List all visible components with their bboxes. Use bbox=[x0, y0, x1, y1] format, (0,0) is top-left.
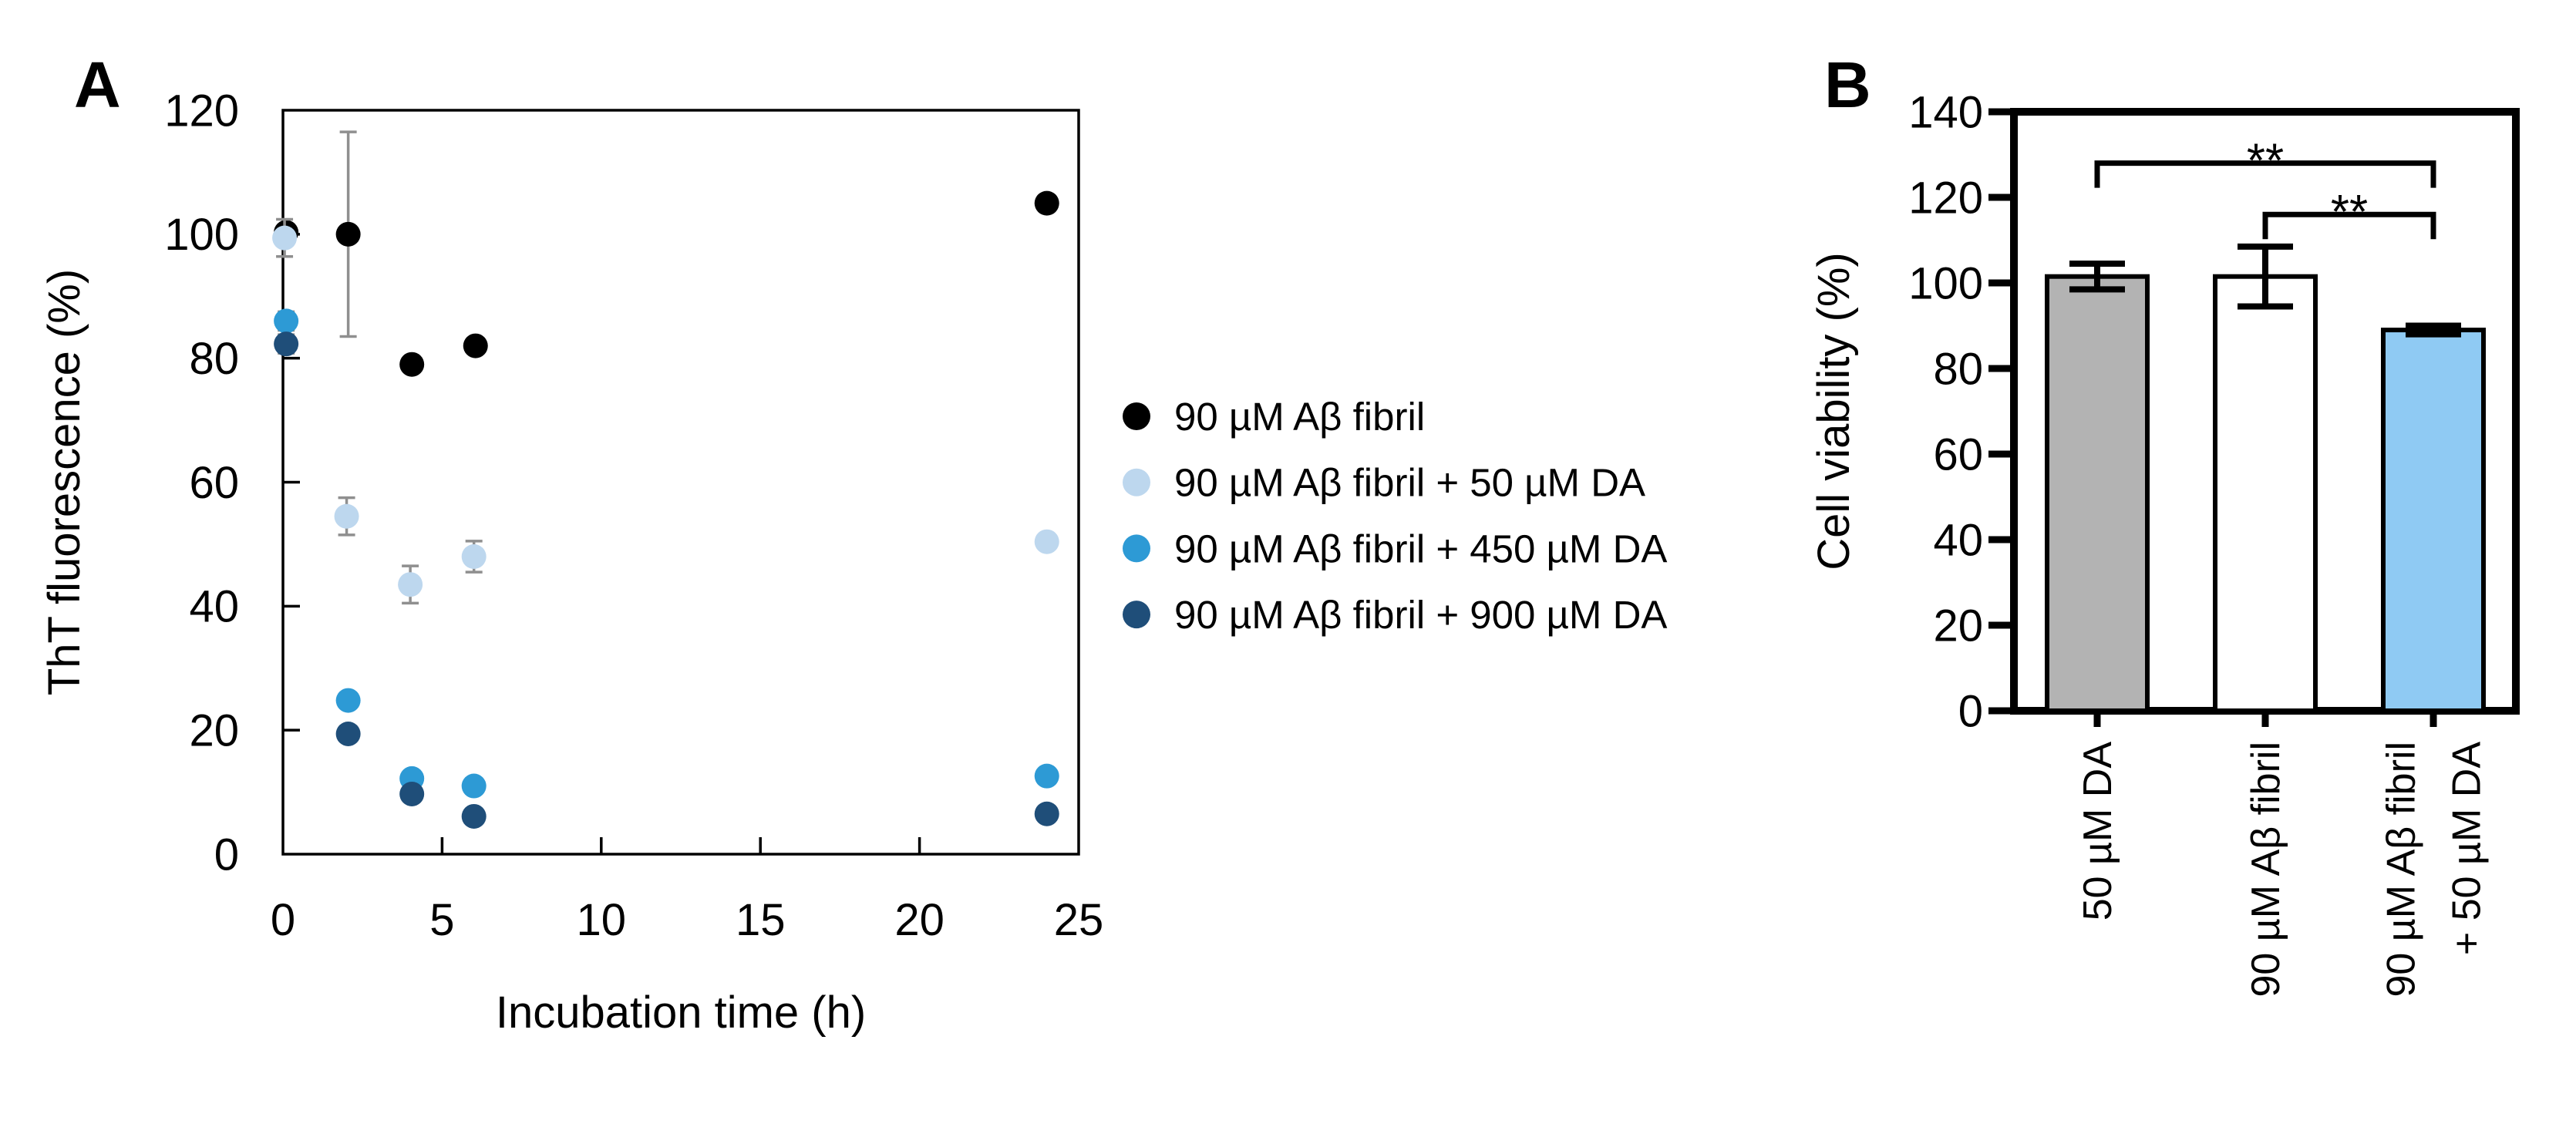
data-point-series-0 bbox=[1034, 190, 1059, 216]
bar-0 bbox=[2045, 274, 2150, 713]
data-point-series-1 bbox=[272, 225, 298, 251]
y-tick-label-b: 140 bbox=[1908, 87, 1983, 137]
x-tick-label-a: 10 bbox=[577, 895, 627, 945]
data-point-series-3 bbox=[399, 781, 425, 806]
y-axis-title-a: ThT fluorescence (%) bbox=[39, 269, 89, 695]
sig-bracket-0 bbox=[2094, 160, 2436, 188]
x-axis-title-a: Incubation time (h) bbox=[496, 988, 866, 1038]
legend-label: 90 µM Aβ fibril bbox=[1174, 395, 1425, 439]
legend-label: 90 µM Aβ fibril + 450 µM DA bbox=[1174, 527, 1667, 570]
x-tick-label-a: 5 bbox=[429, 895, 454, 945]
data-point-series-2 bbox=[1034, 763, 1059, 789]
data-point-series-3 bbox=[274, 331, 299, 357]
y-tick-label-b: 80 bbox=[1933, 344, 1983, 394]
legend-marker bbox=[1123, 402, 1150, 430]
data-point-series-0 bbox=[335, 221, 361, 247]
sig-label-0: ** bbox=[2247, 135, 2284, 188]
bar-2 bbox=[2381, 328, 2486, 713]
data-point-series-1 bbox=[461, 544, 487, 569]
data-point-series-1 bbox=[334, 503, 359, 529]
data-point-series-0 bbox=[463, 333, 488, 358]
sig-bracket-1 bbox=[2262, 211, 2436, 240]
category-label-0: 50 µM DA bbox=[2076, 742, 2120, 921]
y-tick-label-a: 80 bbox=[189, 334, 239, 384]
legend-marker bbox=[1123, 534, 1150, 563]
data-point-series-2 bbox=[461, 773, 487, 799]
data-point-series-3 bbox=[1034, 801, 1059, 826]
plot-a-frame bbox=[281, 109, 1080, 856]
panel-a-letter: A bbox=[74, 49, 121, 121]
y-tick-label-b: 20 bbox=[1933, 601, 1983, 651]
y-tick-label-a: 120 bbox=[164, 86, 239, 136]
panel-b-letter: B bbox=[1824, 49, 1871, 121]
x-tick-label-a: 15 bbox=[736, 895, 786, 945]
legend-marker bbox=[1123, 601, 1150, 629]
y-tick-label-a: 40 bbox=[189, 582, 239, 632]
data-point-series-0 bbox=[399, 352, 425, 377]
legend-label: 90 µM Aβ fibril + 900 µM DA bbox=[1174, 593, 1667, 637]
y-tick-label-a: 100 bbox=[164, 210, 239, 260]
y-tick-label-a: 0 bbox=[214, 829, 239, 880]
y-tick-label-a: 20 bbox=[189, 705, 239, 755]
data-point-series-2 bbox=[274, 308, 299, 334]
data-point-series-1 bbox=[1034, 529, 1059, 554]
x-tick-label-a: 0 bbox=[271, 895, 295, 945]
y-tick-label-b: 60 bbox=[1933, 429, 1983, 480]
y-axis-title-b: Cell viability (%) bbox=[1809, 252, 1859, 570]
data-point-series-3 bbox=[335, 721, 361, 746]
legend-marker bbox=[1123, 468, 1150, 496]
data-point-series-3 bbox=[461, 803, 487, 829]
x-tick-label-a: 20 bbox=[894, 895, 945, 945]
x-tick-label-a: 25 bbox=[1054, 895, 1104, 945]
legend-label: 90 µM Aβ fibril + 50 µM DA bbox=[1174, 461, 1645, 505]
bar-1 bbox=[2213, 274, 2318, 713]
sig-label-1: ** bbox=[2331, 186, 2368, 239]
data-point-series-1 bbox=[398, 572, 423, 597]
data-point-series-2 bbox=[335, 688, 361, 713]
category-label-2: + 50 µM DA bbox=[2445, 742, 2490, 955]
y-tick-label-a: 60 bbox=[189, 458, 239, 508]
category-label-2: 90 µM Aβ fibril bbox=[2379, 742, 2424, 998]
category-label-1: 90 µM Aβ fibril bbox=[2244, 742, 2288, 998]
y-tick-label-b: 120 bbox=[1908, 173, 1983, 223]
y-tick-label-b: 0 bbox=[1958, 686, 1983, 736]
y-tick-label-b: 40 bbox=[1933, 515, 1983, 565]
y-tick-label-b: 100 bbox=[1908, 258, 1983, 308]
